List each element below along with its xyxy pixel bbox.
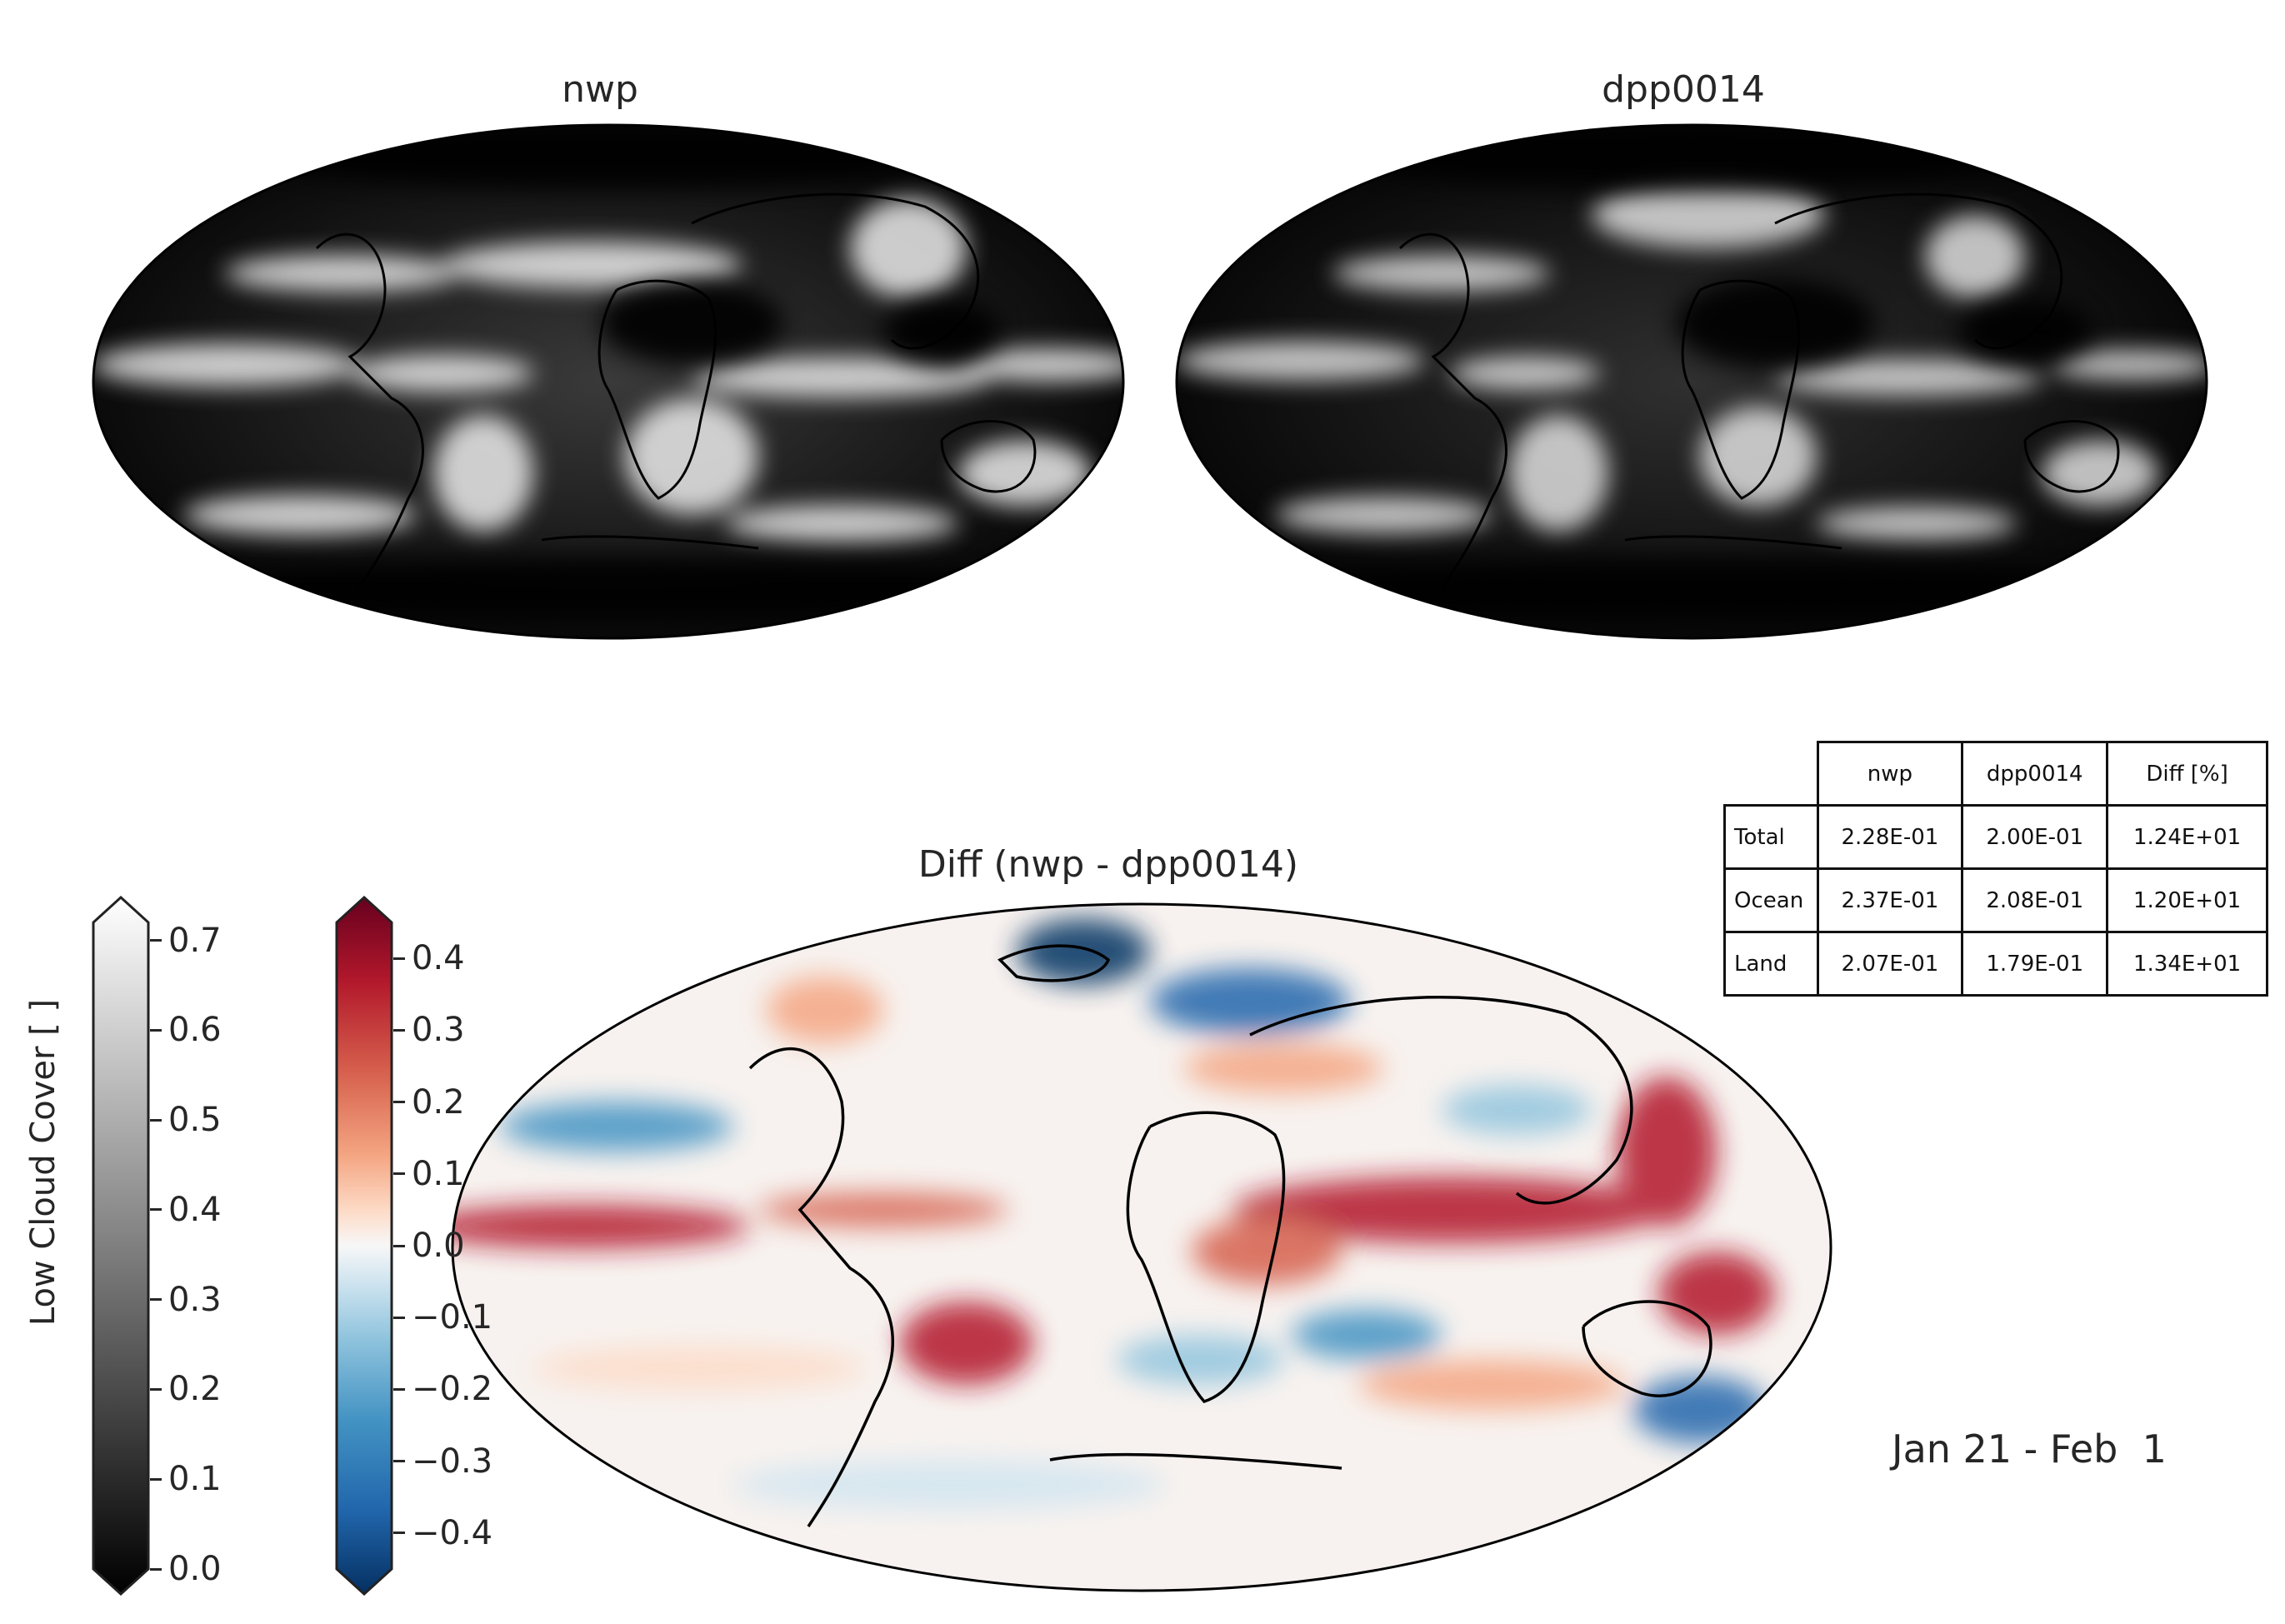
diverging-tick-label: 0.3 bbox=[412, 1011, 465, 1050]
gray-tick-mark bbox=[150, 939, 162, 942]
diverging-tick-label: −0.1 bbox=[412, 1298, 493, 1337]
diverging-tick-label: −0.3 bbox=[412, 1442, 493, 1481]
gray-tick-label: 0.4 bbox=[168, 1190, 222, 1229]
table-header-diff: Diff [%] bbox=[2106, 741, 2268, 807]
table-cell: 1.34E+01 bbox=[2106, 931, 2268, 997]
gray-tick-label: 0.7 bbox=[168, 921, 222, 960]
colorbar-gray bbox=[92, 896, 150, 1596]
diverging-tick-label: 0.4 bbox=[412, 939, 465, 978]
colorbar-label: Low Cloud Cover [ ] bbox=[24, 998, 62, 1327]
table-cell: 2.07E-01 bbox=[1816, 931, 1964, 997]
table-cell: 2.37E-01 bbox=[1816, 867, 1964, 933]
gray-tick-mark bbox=[150, 1387, 162, 1391]
gray-tick-mark bbox=[150, 1477, 162, 1481]
panel-title-nwp: nwp bbox=[562, 68, 638, 111]
gray-tick-mark bbox=[150, 1118, 162, 1122]
stats-table: nwp dpp0014 Diff [%] Total 2.28E-01 2.00… bbox=[1723, 741, 2268, 997]
map-diff bbox=[451, 902, 1832, 1592]
diverging-tick-label: −0.2 bbox=[412, 1370, 493, 1409]
diverging-tick-mark bbox=[393, 1460, 405, 1463]
table-row-label: Total bbox=[1723, 804, 1819, 870]
gray-tick-label: 0.3 bbox=[168, 1280, 222, 1319]
table-cell: 2.28E-01 bbox=[1816, 804, 1964, 870]
gray-tick-label: 0.2 bbox=[168, 1370, 222, 1409]
gray-tick-label: 0.0 bbox=[168, 1550, 222, 1588]
diverging-tick-mark bbox=[393, 1316, 405, 1319]
diverging-tick-mark bbox=[393, 1244, 405, 1247]
table-cell: 1.79E-01 bbox=[1961, 931, 2109, 997]
diverging-tick-mark bbox=[393, 957, 405, 960]
table-header-dpp0014: dpp0014 bbox=[1961, 741, 2109, 807]
diverging-tick-mark bbox=[393, 1172, 405, 1176]
table-row-label: Ocean bbox=[1723, 867, 1819, 933]
table-cell: 2.08E-01 bbox=[1961, 867, 2109, 933]
panel-title-diff: Diff (nwp - dpp0014) bbox=[918, 843, 1299, 886]
table-cell: 1.20E+01 bbox=[2106, 867, 2268, 933]
gray-tick-mark bbox=[150, 1567, 162, 1571]
diverging-tick-mark bbox=[393, 1532, 405, 1535]
diverging-tick-label: 0.1 bbox=[412, 1154, 465, 1193]
diverging-tick-mark bbox=[393, 1101, 405, 1104]
gray-tick-label: 0.1 bbox=[168, 1460, 222, 1499]
gray-tick-mark bbox=[150, 1298, 162, 1302]
panel-title-dpp0014: dpp0014 bbox=[1602, 68, 1765, 111]
map-nwp bbox=[92, 123, 1125, 640]
date-range-label: Jan 21 - Feb 1 bbox=[1892, 1427, 2167, 1472]
diverging-tick-label: 0.2 bbox=[412, 1082, 465, 1122]
gray-tick-label: 0.5 bbox=[168, 1101, 222, 1140]
diverging-tick-label: −0.4 bbox=[412, 1513, 493, 1552]
table-cell: 1.24E+01 bbox=[2106, 804, 2268, 870]
gray-tick-mark bbox=[150, 1028, 162, 1032]
table-row-label: Land bbox=[1723, 931, 1819, 997]
table-cell: 2.00E-01 bbox=[1961, 804, 2109, 870]
diverging-tick-label: 0.0 bbox=[412, 1227, 465, 1265]
map-dpp0014 bbox=[1175, 123, 2208, 640]
gray-tick-label: 0.6 bbox=[168, 1011, 222, 1050]
table-corner bbox=[1724, 742, 1819, 807]
diverging-tick-mark bbox=[393, 1028, 405, 1032]
table-header-nwp: nwp bbox=[1816, 741, 1964, 807]
colorbar-diverging bbox=[335, 896, 393, 1596]
gray-tick-mark bbox=[150, 1208, 162, 1212]
diverging-tick-mark bbox=[393, 1387, 405, 1391]
